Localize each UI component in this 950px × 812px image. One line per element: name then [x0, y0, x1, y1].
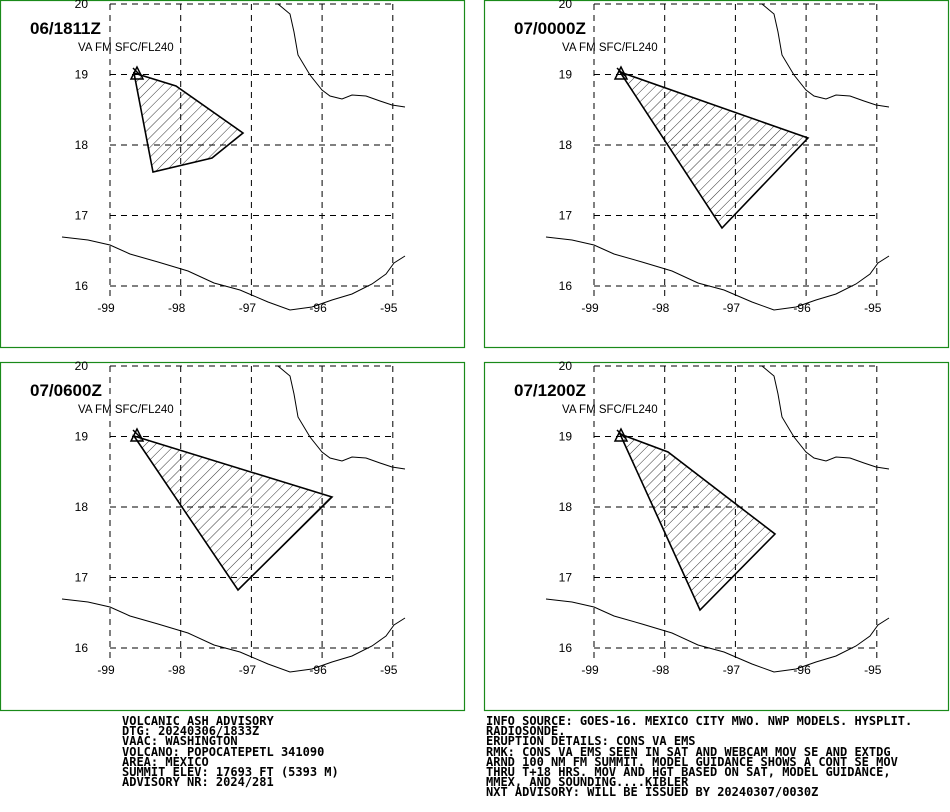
lon-label: -97	[723, 301, 741, 315]
lat-label: 19	[559, 68, 573, 82]
panel: -95 -96 -97 -98 -99 16 17 18 19 20 07/1200Z VA FM…	[483, 359, 950, 712]
lon-label: -95	[380, 301, 398, 315]
lon-label: -98	[168, 663, 186, 677]
lat-label: 20	[559, 0, 573, 11]
lat-label: 17	[559, 571, 573, 585]
advisory-line: VOLCANO: POPOCATEPETL 341090	[122, 744, 325, 759]
panel: -95 -96 -97 -98 -99 16 17 18 19 20 06/1811Z VA FM…	[0, 0, 466, 349]
advisory-line: VOLCANIC ASH ADVISORY	[122, 714, 274, 728]
lat-label: 20	[75, 0, 89, 11]
lon-label: -99	[97, 301, 115, 315]
lon-label: -98	[168, 301, 186, 315]
lon-label: -96	[309, 663, 327, 677]
advisory-line: RMK: CONS VA EMS SEEN IN SAT AND WEBCAM …	[486, 744, 891, 759]
lon-label: -99	[97, 663, 115, 677]
panel-time: 07/0600Z	[30, 381, 102, 400]
ash-area	[132, 434, 334, 592]
lon-label: -98	[652, 663, 670, 677]
advisory-line: THRU T+18 HRS. MOV AND HGT BASED ON SAT,…	[486, 765, 891, 780]
lat-label: 18	[75, 500, 89, 514]
panel-time: 07/0000Z	[514, 19, 586, 38]
lon-label: -99	[581, 301, 599, 315]
lat-label: 19	[75, 68, 89, 82]
panel-level: VA FM SFC/FL240	[562, 404, 658, 416]
ash-area	[132, 71, 245, 173]
lat-label: 16	[75, 279, 89, 293]
lat-label: 16	[75, 641, 89, 655]
lat-label: 16	[559, 279, 573, 293]
panel-time: 06/1811Z	[30, 19, 101, 38]
panel-level: VA FM SFC/FL240	[78, 42, 174, 54]
advisory-line: ERUPTION DETAILS: CONS VA EMS	[486, 734, 696, 749]
panel-level: VA FM SFC/FL240	[78, 404, 174, 416]
lat-label: 16	[559, 641, 573, 655]
panel-frame	[0, 0, 466, 349]
lat-label: 18	[559, 500, 573, 514]
panel: -95 -96 -97 -98 -99 16 17 18 19 20 07/0600Z VA FM…	[0, 359, 466, 712]
advisory-line: VAAC: WASHINGTON	[122, 734, 238, 749]
lon-label: -98	[652, 301, 670, 315]
lon-label: -97	[723, 663, 741, 677]
advisory-line: MMEX, AND SOUNDING....KIBLER	[486, 775, 689, 790]
panel-frame	[483, 361, 950, 712]
lon-label: -97	[239, 301, 257, 315]
lon-label: -95	[380, 663, 398, 677]
advisory-line: SUMMIT ELEV: 17693 FT (5393 M)	[122, 765, 339, 780]
panel-level: VA FM SFC/FL240	[562, 42, 658, 54]
lat-label: 19	[559, 430, 573, 444]
advisory-left: VOLCANIC ASH ADVISORY DTG: 20240306/1833Z…	[122, 714, 339, 790]
advisory-line: ADVISORY NR: 2024/281	[122, 775, 274, 790]
lat-label: 20	[559, 359, 573, 373]
advisory-line: INFO SOURCE: GOES-16. MEXICO CITY MWO. N…	[486, 714, 913, 728]
lat-label: 20	[75, 359, 89, 373]
panel: -95 -96 -97 -98 -99 16 17 18 19 20 07/0000Z VA FM…	[483, 0, 950, 349]
panel-frame	[483, 0, 950, 349]
lon-label: -95	[864, 301, 882, 315]
lat-label: 17	[75, 209, 89, 223]
advisory-line: AREA: MEXICO	[122, 754, 209, 769]
ash-area	[618, 432, 777, 612]
lon-label: -95	[864, 663, 882, 677]
lat-label: 18	[559, 138, 573, 152]
lon-label: -96	[309, 301, 327, 315]
advisory-line: NXT ADVISORY: WILL BE ISSUED BY 20240307…	[486, 785, 819, 800]
advisory-right: INFO SOURCE: GOES-16. MEXICO CITY MWO. N…	[486, 714, 913, 800]
lon-label: -96	[793, 301, 811, 315]
advisory-line: RADIOSONDE.	[486, 724, 566, 739]
lat-label: 18	[75, 138, 89, 152]
panel-frame	[0, 361, 466, 712]
lat-label: 17	[559, 209, 573, 223]
lon-label: -99	[581, 663, 599, 677]
lon-label: -96	[793, 663, 811, 677]
advisory-line: DTG: 20240306/1833Z	[122, 724, 260, 739]
lat-label: 19	[75, 430, 89, 444]
panel-time: 07/1200Z	[514, 381, 586, 400]
ash-area	[618, 70, 810, 230]
lat-label: 17	[75, 571, 89, 585]
lon-label: -97	[239, 663, 257, 677]
advisory-line: ARND 100 NM FM SUMMIT. MODEL GUIDANCE SH…	[486, 754, 898, 769]
